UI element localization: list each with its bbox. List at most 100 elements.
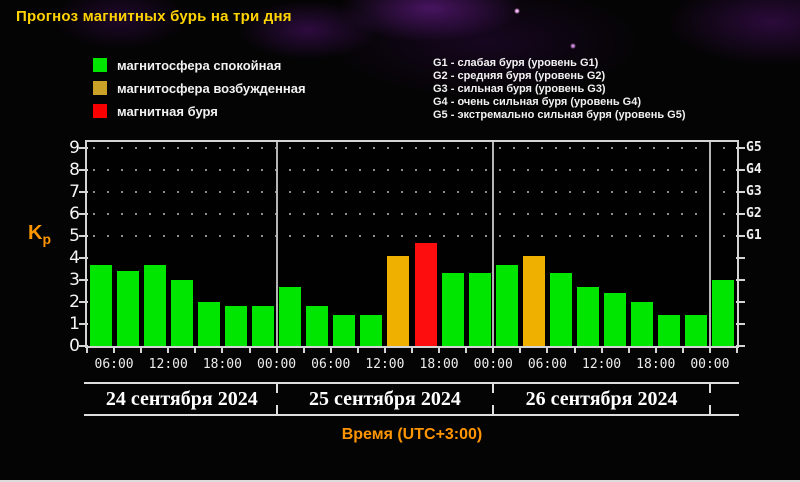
y-axis-tick xyxy=(79,279,88,281)
right-axis-tick xyxy=(736,279,745,281)
y-axis-tick xyxy=(79,345,88,347)
y-axis-label: 9 xyxy=(69,138,80,158)
right-axis-tick xyxy=(736,191,745,193)
y-axis-label: 5 xyxy=(69,226,80,246)
legend-swatch-storm xyxy=(93,104,107,118)
kp-bar xyxy=(685,315,708,346)
x-axis-minor-tick xyxy=(708,348,711,353)
gridline-kp6 xyxy=(93,213,735,215)
x-axis-minor-tick xyxy=(167,348,170,353)
y-axis-label: 2 xyxy=(69,292,80,312)
x-axis-minor-tick xyxy=(736,348,738,353)
legend-label: магнитная буря xyxy=(117,103,218,119)
kp-bar xyxy=(170,280,193,346)
day-separator xyxy=(708,142,711,346)
legend-item: магнитосфера спокойная xyxy=(93,58,306,73)
bottom-border-line xyxy=(0,480,800,482)
kp-bar xyxy=(712,280,735,346)
x-axis-minor-tick xyxy=(438,348,441,353)
x-axis-minor-tick xyxy=(411,348,413,353)
kp-bar xyxy=(414,243,437,346)
y-axis-tick xyxy=(79,323,88,325)
g-level-label: G5 xyxy=(746,140,762,155)
x-axis-minor-tick xyxy=(86,348,88,353)
kp-bar xyxy=(658,315,681,346)
right-axis-tick xyxy=(736,323,745,325)
day-separator xyxy=(275,142,278,346)
kp-bar xyxy=(360,315,383,346)
right-axis-tick xyxy=(736,147,745,149)
right-axis-tick xyxy=(736,235,745,237)
g-level-label: G1 xyxy=(746,228,762,243)
kp-bar xyxy=(89,265,112,346)
kp-bar xyxy=(306,306,329,346)
storm-scale-line: G3 - сильная буря (уровень G3) xyxy=(433,83,606,95)
time-tick-label: 06:00 xyxy=(94,357,134,372)
x-axis-minor-tick xyxy=(113,348,116,353)
x-axis-minor-tick xyxy=(492,348,495,353)
x-axis-minor-tick xyxy=(519,348,522,353)
x-axis-title: Время (UTC+3:00) xyxy=(341,426,483,443)
kp-bar xyxy=(116,271,139,346)
y-axis-label: 1 xyxy=(69,314,80,334)
x-axis-minor-tick xyxy=(546,348,549,353)
x-axis-minor-tick xyxy=(140,348,143,353)
legend-swatch-excited xyxy=(93,81,107,95)
kp-bar xyxy=(468,273,491,346)
x-axis-minor-tick xyxy=(221,348,224,353)
kp-bar xyxy=(143,265,166,346)
g-level-label: G2 xyxy=(746,206,762,221)
date-label: 24 сентября 2024 xyxy=(105,388,258,410)
y-axis-title-sub: p xyxy=(42,231,52,247)
date-band-tick xyxy=(492,384,495,393)
y-axis-tick xyxy=(79,147,88,149)
y-axis-title: Kp xyxy=(28,222,51,247)
time-tick-label: 12:00 xyxy=(365,357,405,372)
time-tick-label: 18:00 xyxy=(636,357,676,372)
kp-bar xyxy=(279,287,302,346)
x-axis-minor-tick xyxy=(573,348,576,353)
date-label: 25 сентября 2024 xyxy=(308,388,461,410)
storm-scale-legend: G1 - слабая буря (уровень G1) G2 - средня… xyxy=(433,57,686,122)
legend-item: магнитосфера возбужденная xyxy=(93,81,306,96)
y-axis-label: 7 xyxy=(69,182,80,202)
x-axis-minor-tick xyxy=(681,348,684,353)
time-tick-label: 00:00 xyxy=(473,357,513,372)
storm-scale-line: G2 - средняя буря (уровень G2) xyxy=(433,70,606,82)
plot-area xyxy=(85,140,739,348)
kp-bar xyxy=(252,306,275,346)
date-label: 26 сентября 2024 xyxy=(525,388,678,410)
legend-item: магнитная буря xyxy=(93,103,306,119)
gridline-kp5 xyxy=(93,235,735,237)
right-axis-tick xyxy=(736,213,745,215)
right-axis-tick xyxy=(736,301,745,303)
y-axis-tick xyxy=(79,213,88,215)
time-tick-label: 00:00 xyxy=(690,357,730,372)
right-axis-tick xyxy=(736,345,745,347)
date-band-tick xyxy=(275,384,278,393)
y-axis-tick xyxy=(79,169,88,171)
gridline-kp7 xyxy=(93,191,735,193)
time-tick-label: 18:00 xyxy=(419,357,459,372)
y-axis-title-main: K xyxy=(28,222,43,244)
date-band-tick xyxy=(708,384,711,393)
x-axis-minor-tick xyxy=(329,348,332,353)
time-tick-label: 06:00 xyxy=(311,357,351,372)
x-axis-minor-tick xyxy=(600,348,603,353)
x-axis-minor-tick xyxy=(248,348,251,353)
kp-bar xyxy=(522,256,545,346)
kp-bar xyxy=(631,302,654,346)
time-tick-label: 00:00 xyxy=(257,357,297,372)
g-level-label: G3 xyxy=(746,184,762,199)
y-axis-label: 4 xyxy=(69,248,80,268)
date-band-tick xyxy=(708,405,711,414)
kp-bar xyxy=(333,315,356,346)
x-axis-minor-tick xyxy=(302,348,305,353)
time-tick-label: 06:00 xyxy=(527,357,567,372)
x-axis-minor-tick xyxy=(383,348,386,353)
x-axis-minor-tick xyxy=(654,348,657,353)
date-band-top-line xyxy=(84,382,739,384)
kp-bar xyxy=(224,306,247,346)
